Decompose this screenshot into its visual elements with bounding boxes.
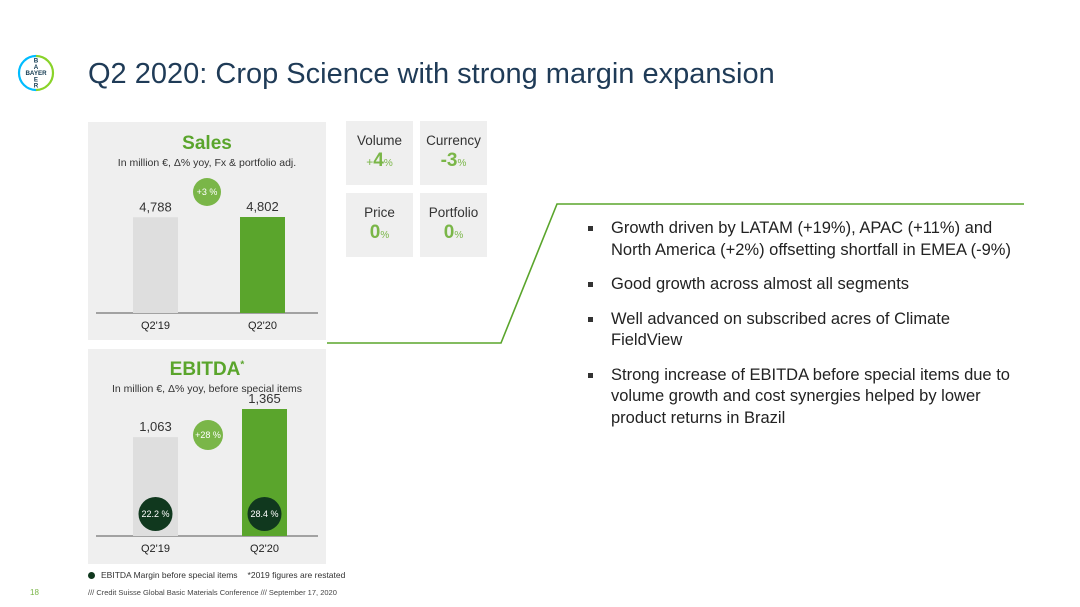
- bullet-text: Well advanced on subscribed acres of Cli…: [611, 309, 951, 350]
- svg-text:A: A: [34, 64, 39, 71]
- margin-circle: [247, 497, 282, 531]
- growth-badge-label: +28 %: [195, 430, 221, 440]
- kpi-unit: %: [457, 158, 467, 169]
- kpi-value: 0%: [420, 223, 487, 246]
- sales-chart: 4,788 Q2'19 4,802 Q2'20 +3 %: [96, 178, 318, 332]
- bullet-text: Good growth across almost all segments: [611, 275, 910, 293]
- kpi-value: 0%: [346, 223, 413, 246]
- kpi-label: Portfolio: [428, 205, 479, 220]
- margin-dot-icon: [88, 572, 95, 579]
- page-number: 18: [30, 588, 39, 597]
- footer-text: /// Credit Suisse Global Basic Materials…: [88, 588, 337, 597]
- kpi-number: 4: [373, 150, 384, 171]
- bullet-square-icon: [588, 282, 593, 287]
- kpi-volume: Volume +4%: [346, 121, 413, 185]
- x-tick-label: Q2'20: [248, 320, 277, 332]
- bar-value-label: 4,802: [246, 199, 279, 214]
- sales-subtitle: In million €, Δ% yoy, Fx & portfolio adj…: [117, 157, 297, 169]
- kpi-currency: Currency -3%: [420, 121, 487, 185]
- bullet-square-icon: [588, 226, 593, 231]
- legend-label: EBITDA Margin before special items: [101, 570, 238, 580]
- bar: [133, 217, 178, 313]
- kpi-label: Price: [364, 205, 395, 220]
- bullet-text: Strong increase of EBITDA before special…: [611, 365, 1010, 427]
- ebitda-title: EBITDA*: [88, 359, 326, 381]
- sales-title: Sales: [182, 133, 232, 154]
- ebitda-title-mark: *: [240, 359, 245, 371]
- svg-text:B: B: [34, 58, 39, 65]
- growth-badge-label: +3 %: [197, 187, 218, 197]
- margin-label: 28.4 %: [250, 509, 278, 519]
- ebitda-chart: 1,063 Q2'19 22.2 % 1,365 Q2'20 28.4 % +28 %: [96, 391, 318, 555]
- margin-label: 22.2 %: [141, 509, 169, 519]
- kpi-number: 0: [443, 222, 455, 243]
- kpi-label: Volume: [356, 133, 403, 148]
- kpi-price: Price 0%: [346, 193, 413, 257]
- growth-badge: [193, 178, 221, 206]
- bullet-item: Well advanced on subscribed acres of Cli…: [586, 309, 1016, 352]
- bar-value-label: 4,788: [139, 199, 172, 214]
- growth-badge: [193, 420, 223, 450]
- ebitda-panel: EBITDA* In million €, Δ% yoy, before spe…: [88, 349, 326, 564]
- restated-note: *2019 figures are restated: [247, 570, 346, 580]
- kpi-unit: %: [454, 230, 464, 241]
- bullet-list: Growth driven by LATAM (+19%), APAC (+11…: [586, 218, 1016, 442]
- bullet-square-icon: [588, 316, 593, 322]
- x-tick-label: Q2'20: [250, 543, 279, 555]
- bullet-item: Growth driven by LATAM (+19%), APAC (+11…: [586, 218, 1016, 261]
- bar-value-label: 1,063: [139, 419, 172, 434]
- x-tick-label: Q2'19: [141, 320, 170, 332]
- kpi-value: -3%: [420, 151, 487, 174]
- svg-text:R: R: [34, 83, 39, 90]
- kpi-number: 0: [369, 222, 381, 243]
- ebitda-title-text: EBITDA: [169, 359, 241, 380]
- kpi-sign: +: [366, 155, 374, 169]
- bayer-logo: BAYER B A E R: [17, 54, 55, 92]
- bullet-item: Good growth across almost all segments: [586, 274, 1016, 296]
- kpi-number: -3: [440, 150, 458, 171]
- kpi-portfolio: Portfolio 0%: [420, 193, 487, 257]
- margin-circle: [138, 497, 173, 531]
- sales-panel: Sales In million €, Δ% yoy, Fx & portfol…: [88, 122, 326, 340]
- x-tick-label: Q2'19: [141, 543, 170, 555]
- bullet-item: Strong increase of EBITDA before special…: [586, 365, 1016, 430]
- page-title: Q2 2020: Crop Science with strong margin…: [88, 58, 775, 90]
- kpi-unit: %: [383, 158, 393, 169]
- bullet-square-icon: [588, 372, 593, 378]
- bar: [240, 217, 285, 313]
- bar-value-label: 1,365: [248, 391, 281, 406]
- kpi-unit: %: [380, 230, 390, 241]
- ebitda-subtitle: In million €, Δ% yoy, before special ite…: [111, 383, 303, 395]
- bullet-text: Growth driven by LATAM (+19%), APAC (+11…: [611, 219, 1011, 259]
- svg-text:BAYER: BAYER: [25, 70, 47, 77]
- kpi-value: +4%: [346, 151, 413, 174]
- chart-legend: EBITDA Margin before special items *2019 …: [88, 570, 345, 580]
- kpi-label: Currency: [426, 133, 481, 148]
- svg-text:E: E: [34, 77, 38, 84]
